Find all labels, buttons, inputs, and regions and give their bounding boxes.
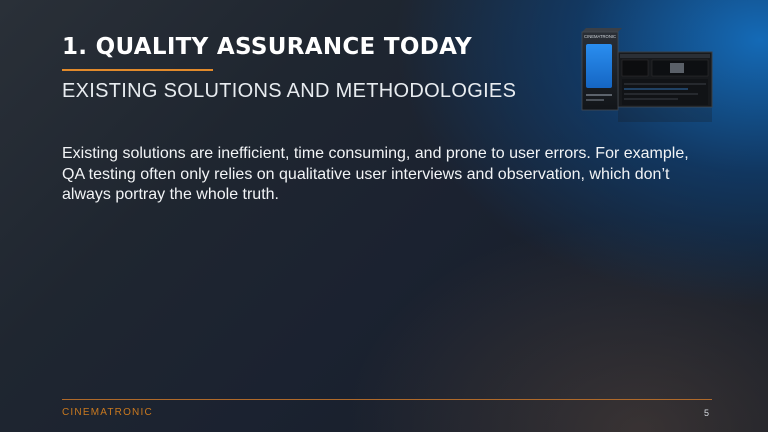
- page-number: 5: [704, 408, 710, 418]
- footer-divider: [62, 399, 712, 400]
- product-box-label: CINEMATRONIC: [584, 34, 616, 39]
- title-underline: [62, 69, 213, 71]
- slide-body-text: Existing solutions are inefficient, time…: [62, 145, 689, 203]
- product-box-image: CINEMATRONIC: [581, 28, 713, 122]
- footer-logo: CINEMATRONIC: [62, 407, 153, 418]
- slide-title: 1. QUALITY ASSURANCE TODAY: [62, 34, 472, 60]
- slide-subtitle: EXISTING SOLUTIONS AND METHODOLOGIES: [62, 80, 517, 102]
